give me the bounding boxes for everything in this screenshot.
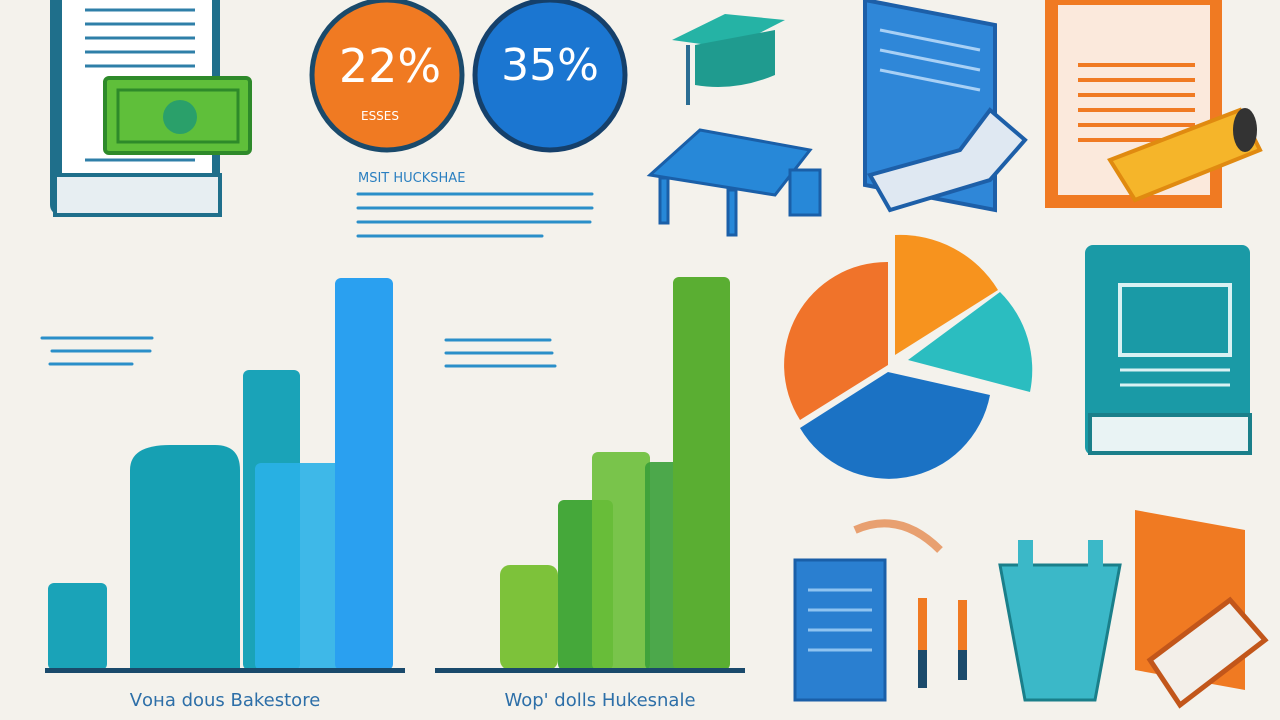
text-lines <box>40 192 594 368</box>
stat-value: 35% <box>501 40 599 91</box>
caption: Wop' dolls Hukesnale <box>504 690 695 711</box>
desk <box>646 128 822 237</box>
bar-illustration <box>45 278 405 673</box>
basket <box>998 540 1122 702</box>
teal-book <box>1085 245 1252 455</box>
orange-book <box>1135 510 1269 709</box>
blue-book <box>863 0 1028 213</box>
pie-illustration <box>784 234 1033 479</box>
stat-circle <box>309 0 465 153</box>
pencils <box>918 598 967 688</box>
stat-label: ESSES <box>361 109 399 123</box>
stat-value: 22% <box>339 39 441 93</box>
orange-doc <box>1045 0 1263 208</box>
stat-circle <box>472 0 628 153</box>
heading: MSIT HUCKSHAE <box>358 171 465 186</box>
swoosh <box>853 519 943 553</box>
book-money <box>50 0 252 217</box>
small-book <box>793 558 887 702</box>
bar-illustration <box>435 277 745 673</box>
grad-cap <box>672 14 785 105</box>
caption: Vонa dous Bakestore <box>130 690 321 711</box>
